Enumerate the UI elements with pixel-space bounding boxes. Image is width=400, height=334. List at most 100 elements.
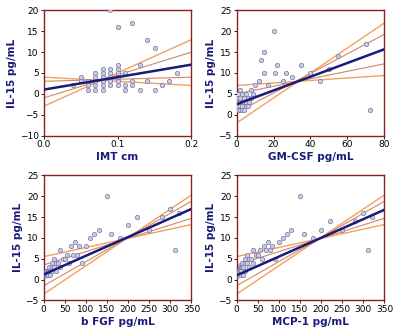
Point: [171, 248, 178, 253]
Point: [57, 265, 64, 270]
Point: [272, 70, 278, 75]
Point: [92, 70, 98, 75]
Point: [250, 260, 257, 266]
Point: [326, 218, 333, 224]
Point: [45, 269, 51, 274]
Point: [242, 104, 249, 109]
Point: [254, 252, 261, 257]
Point: [248, 95, 254, 101]
Point: [237, 104, 244, 109]
Point: [261, 49, 268, 55]
Point: [114, 66, 121, 71]
Y-axis label: IL-15 pg/mL: IL-15 pg/mL: [206, 203, 216, 273]
Point: [114, 74, 121, 80]
Point: [100, 66, 106, 71]
Point: [237, 108, 244, 113]
Point: [241, 100, 247, 105]
Point: [270, 29, 277, 34]
Point: [368, 214, 375, 220]
Point: [246, 265, 252, 270]
Point: [307, 70, 314, 75]
Point: [352, 218, 358, 224]
Point: [114, 83, 121, 88]
Point: [47, 269, 53, 274]
Point: [280, 78, 286, 84]
Point: [122, 87, 128, 92]
Point: [49, 269, 55, 274]
Point: [269, 243, 276, 249]
Point: [318, 227, 324, 232]
Point: [77, 74, 84, 80]
Point: [237, 95, 244, 101]
Point: [235, 273, 241, 278]
Point: [244, 260, 250, 266]
Point: [129, 83, 136, 88]
Point: [122, 83, 128, 88]
Point: [44, 269, 50, 274]
Point: [263, 248, 269, 253]
Point: [136, 62, 143, 67]
Point: [42, 273, 49, 278]
Point: [246, 256, 252, 262]
Point: [85, 87, 91, 92]
Point: [246, 100, 253, 105]
Point: [309, 235, 316, 240]
Point: [176, 210, 182, 215]
Point: [136, 87, 143, 92]
Point: [167, 206, 174, 211]
Point: [43, 273, 49, 278]
Point: [237, 100, 244, 105]
Point: [238, 269, 244, 274]
Point: [46, 269, 52, 274]
Point: [238, 265, 245, 270]
Point: [259, 256, 265, 262]
Point: [265, 239, 272, 245]
Point: [240, 273, 246, 278]
Point: [72, 239, 78, 245]
Point: [316, 78, 323, 84]
X-axis label: GM-CSF pg/mL: GM-CSF pg/mL: [268, 152, 353, 162]
Point: [233, 100, 240, 105]
Point: [339, 227, 345, 232]
Point: [51, 256, 57, 262]
Y-axis label: IL-15 pg/mL: IL-15 pg/mL: [206, 38, 216, 108]
Point: [298, 62, 304, 67]
Point: [239, 100, 245, 105]
Point: [144, 78, 150, 84]
Point: [95, 227, 102, 232]
Point: [364, 248, 371, 253]
Point: [49, 265, 55, 270]
Point: [267, 248, 274, 253]
Point: [271, 256, 278, 262]
Point: [116, 235, 123, 240]
Point: [85, 78, 91, 84]
Point: [248, 87, 254, 92]
Point: [100, 87, 106, 92]
Point: [53, 269, 60, 274]
Point: [289, 74, 295, 80]
Point: [239, 260, 246, 266]
Point: [242, 260, 248, 266]
Point: [240, 265, 246, 270]
Point: [261, 70, 268, 75]
Point: [108, 231, 114, 236]
Point: [284, 231, 290, 236]
Point: [100, 70, 106, 75]
Point: [114, 78, 121, 84]
Point: [107, 78, 113, 84]
Point: [151, 45, 158, 51]
Point: [100, 83, 106, 88]
Point: [248, 256, 254, 262]
Point: [235, 108, 242, 113]
Point: [236, 269, 242, 274]
Point: [238, 265, 244, 270]
Point: [53, 260, 60, 266]
Point: [301, 231, 307, 236]
Point: [51, 265, 57, 270]
Point: [42, 273, 48, 278]
Point: [237, 273, 243, 278]
Point: [360, 210, 366, 215]
Point: [77, 78, 84, 84]
Point: [252, 83, 258, 88]
Point: [100, 74, 106, 80]
